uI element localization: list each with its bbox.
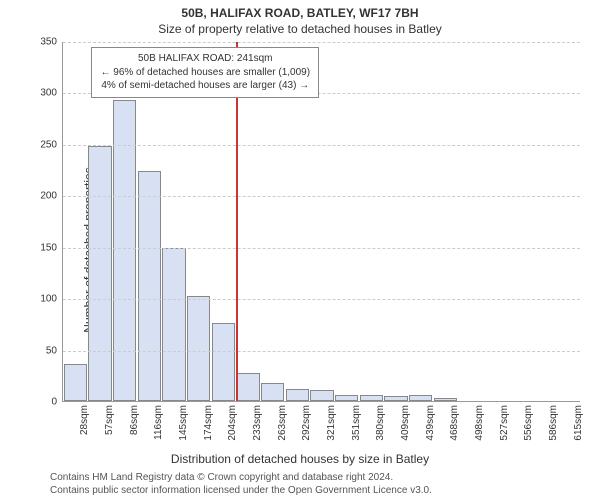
x-tick-label: 586sqm — [548, 401, 559, 441]
chart-container: 50B, HALIFAX ROAD, BATLEY, WF17 7BH Size… — [0, 0, 600, 500]
footer-line-1: Contains HM Land Registry data © Crown c… — [50, 472, 590, 485]
gridline — [63, 351, 580, 352]
x-tick-label: 439sqm — [425, 401, 436, 441]
x-tick-label: 86sqm — [129, 401, 140, 435]
histogram-bar — [64, 364, 87, 401]
x-tick-label: 380sqm — [375, 401, 386, 441]
y-tick-label: 0 — [51, 397, 63, 408]
gridline — [63, 196, 580, 197]
x-tick-label: 556sqm — [523, 401, 534, 441]
histogram-bar — [261, 383, 284, 402]
y-tick-label: 250 — [40, 139, 63, 150]
annotation-box: 50B HALIFAX ROAD: 241sqm← 96% of detache… — [91, 47, 319, 98]
gridline — [63, 145, 580, 146]
histogram-bar — [162, 248, 185, 401]
x-tick-label: 292sqm — [301, 401, 312, 441]
x-tick-label: 116sqm — [153, 401, 164, 440]
x-tick-label: 498sqm — [474, 401, 485, 441]
x-tick-label: 174sqm — [203, 401, 214, 441]
histogram-bar — [88, 146, 111, 401]
chart-footer: Contains HM Land Registry data © Crown c… — [50, 472, 590, 497]
histogram-bar — [310, 390, 333, 401]
gridline — [63, 248, 580, 249]
x-tick-label: 527sqm — [499, 401, 510, 441]
x-tick-label: 204sqm — [227, 401, 238, 441]
histogram-bar — [187, 296, 210, 401]
x-tick-label: 351sqm — [351, 401, 362, 441]
x-tick-label: 28sqm — [79, 401, 90, 435]
x-tick-label: 615sqm — [573, 401, 584, 441]
y-tick-label: 50 — [46, 345, 63, 356]
histogram-bar — [138, 171, 161, 401]
histogram-bar — [236, 373, 259, 401]
chart-subtitle: Size of property relative to detached ho… — [0, 22, 600, 36]
y-tick-label: 350 — [40, 37, 63, 48]
y-tick-label: 100 — [40, 294, 63, 305]
annotation-line: 4% of semi-detached houses are larger (4… — [100, 79, 310, 93]
y-tick-label: 150 — [40, 242, 63, 253]
x-tick-label: 468sqm — [449, 401, 460, 441]
y-tick-label: 300 — [40, 88, 63, 99]
annotation-line: 50B HALIFAX ROAD: 241sqm — [100, 52, 310, 66]
histogram-bar — [286, 389, 309, 401]
x-tick-label: 145sqm — [178, 401, 189, 441]
x-tick-label: 321sqm — [326, 401, 337, 441]
chart-title: 50B, HALIFAX ROAD, BATLEY, WF17 7BH — [0, 6, 600, 20]
footer-line-2: Contains public sector information licen… — [50, 485, 590, 498]
x-tick-label: 409sqm — [400, 401, 411, 441]
x-tick-label: 263sqm — [277, 401, 288, 441]
x-tick-label: 233sqm — [252, 401, 263, 441]
x-axis-label: Distribution of detached houses by size … — [0, 452, 600, 466]
gridline — [63, 42, 580, 43]
annotation-line: ← 96% of detached houses are smaller (1,… — [100, 66, 310, 80]
plot-area: 05010015020025030035028sqm57sqm86sqm116s… — [62, 42, 580, 402]
y-tick-label: 200 — [40, 191, 63, 202]
x-tick-label: 57sqm — [104, 401, 115, 435]
gridline — [63, 299, 580, 300]
histogram-bar — [212, 323, 235, 401]
